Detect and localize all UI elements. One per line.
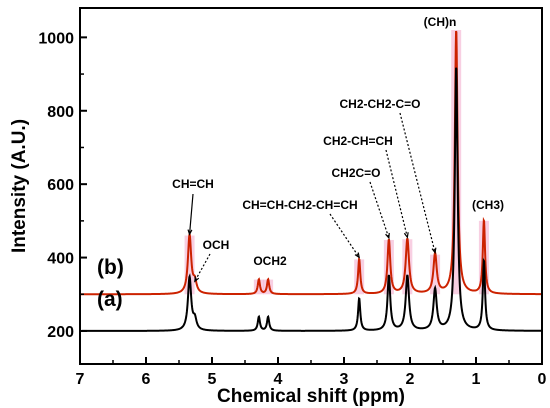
annotation-arrowhead: [187, 229, 193, 236]
annotation-leader: [399, 112, 436, 253]
annotation-label: OCH2: [253, 254, 287, 268]
peak-highlights: [184, 30, 489, 295]
annotation-label: (CH)n: [424, 15, 457, 29]
annotation-arrowhead: [194, 276, 200, 283]
y-tick-label: 200: [47, 324, 74, 341]
peak-highlight: [354, 259, 365, 295]
annotation-arrowhead: [354, 252, 361, 259]
annotations: CH=CH OCH OCH2 CH=CH-CH2-CH=CH CH2C=O CH2-CH=…: [172, 15, 504, 283]
y-tick-label: 800: [47, 104, 74, 121]
annotation-label: CH=CH: [172, 177, 214, 191]
annotation-leader: [369, 181, 390, 239]
y-tick-label: 400: [47, 251, 74, 268]
annotation-label: CH2-CH2-C=O: [339, 97, 420, 111]
trace-label: (a): [97, 288, 123, 311]
x-tick-label: 2: [406, 371, 415, 388]
peak-highlight: [478, 220, 489, 295]
x-tick-label: 1: [472, 371, 481, 388]
annotation-label: CH=CH-CH2-CH=CH: [242, 198, 357, 212]
x-tick-label: 3: [340, 371, 349, 388]
series-line: [80, 67, 542, 332]
annotation-label: (CH3): [472, 198, 504, 212]
peak-highlight: [430, 254, 441, 295]
annotation-arrowhead: [431, 247, 437, 255]
annotation-leader: [385, 149, 408, 238]
peak-highlight: [451, 30, 462, 295]
peak-highlight: [184, 235, 195, 295]
x-tick-label: 4: [274, 371, 283, 388]
annotation-label: CH2C=O: [331, 166, 380, 180]
annotation-arrowhead: [403, 232, 409, 239]
annotation-arrowhead: [385, 232, 390, 240]
peak-highlight: [402, 239, 413, 295]
peak-highlight: [263, 279, 274, 295]
x-tick-label: 0: [538, 371, 547, 388]
x-axis: 7 6 5 4 3 2 1 0: [76, 357, 547, 388]
x-tick-label: 5: [208, 371, 217, 388]
peak-highlight: [253, 279, 264, 295]
y-axis: 200 400 600 800 1000: [38, 30, 87, 341]
annotation-label: CH2-CH=CH: [323, 134, 393, 148]
trace-labels: (b) (a): [97, 256, 124, 311]
y-axis-title: Intensity (A.U.): [9, 119, 30, 253]
trace-label: (b): [97, 256, 124, 279]
peak-highlight: [383, 239, 394, 295]
annotation-leader: [188, 193, 194, 235]
x-axis-title: Chemical shift (ppm): [217, 386, 405, 407]
annotation-leader: [194, 253, 211, 282]
plot-frame: [79, 7, 543, 365]
x-tick-label: 6: [142, 371, 151, 388]
annotation-leader: [329, 213, 360, 258]
y-tick-label: 1000: [38, 30, 74, 47]
x-tick-label: 7: [76, 371, 85, 388]
y-tick-label: 600: [47, 177, 74, 194]
series-group: [80, 30, 543, 332]
series-line: [80, 30, 543, 296]
annotation-label: OCH: [203, 238, 230, 252]
